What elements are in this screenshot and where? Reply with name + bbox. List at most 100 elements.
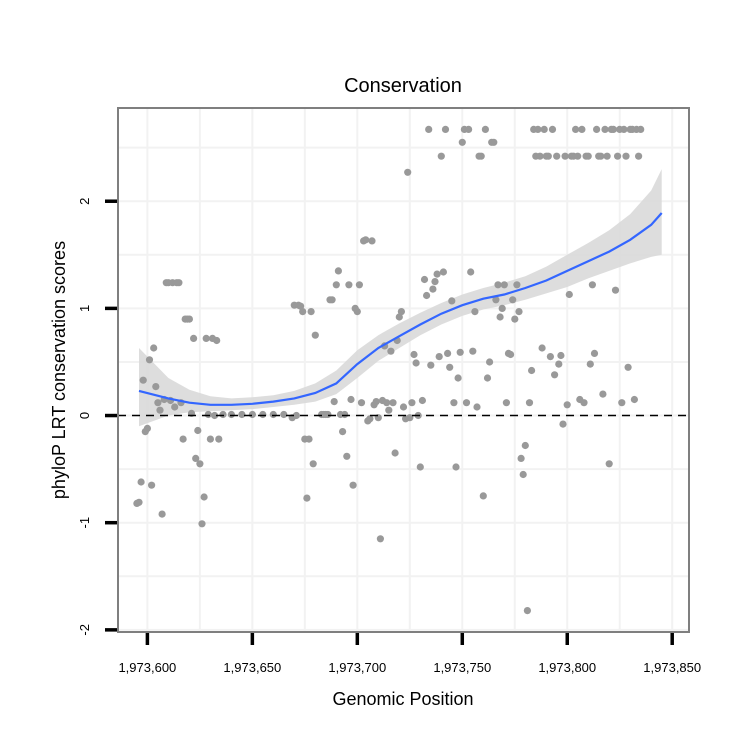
- data-point: [580, 399, 588, 407]
- data-point: [507, 350, 515, 359]
- y-tick-label: 1: [77, 305, 92, 312]
- data-point: [303, 494, 311, 502]
- y-tick-label: 2: [77, 198, 92, 205]
- data-point: [431, 278, 439, 286]
- data-point: [324, 410, 332, 419]
- data-point: [395, 313, 403, 321]
- data-point: [418, 396, 426, 405]
- data-point: [446, 363, 454, 371]
- data-point: [486, 358, 494, 366]
- x-axis-label: Genomic Position: [332, 689, 473, 709]
- confidence-band: [139, 169, 662, 427]
- data-point: [410, 350, 418, 359]
- data-point: [490, 138, 498, 146]
- data-point: [297, 302, 305, 310]
- data-point: [334, 267, 342, 275]
- data-point: [458, 138, 466, 146]
- data-point: [593, 125, 601, 133]
- data-point: [544, 152, 552, 160]
- data-point: [473, 403, 481, 411]
- data-point: [307, 308, 315, 316]
- data-point: [353, 308, 361, 316]
- data-point: [175, 279, 183, 287]
- data-point: [624, 363, 632, 371]
- data-point: [483, 374, 492, 382]
- data-point: [135, 498, 143, 506]
- data-point: [280, 410, 288, 419]
- y-tick-label: -2: [77, 624, 92, 636]
- data-point: [185, 315, 193, 323]
- x-tick-label: 1,973,750: [433, 660, 491, 675]
- data-point: [206, 435, 214, 443]
- data-point: [412, 359, 420, 367]
- data-point: [439, 268, 447, 276]
- data-point: [248, 410, 256, 419]
- data-point: [618, 399, 626, 407]
- data-point: [492, 296, 500, 304]
- data-point: [513, 281, 521, 289]
- data-point: [444, 349, 452, 357]
- data-point: [601, 125, 609, 133]
- data-point: [372, 398, 380, 406]
- data-point: [171, 403, 179, 411]
- axes: 1,973,600 1,973,650 1,973,700 1,973,750 1,97…: [77, 198, 701, 675]
- data-point: [609, 125, 618, 133]
- data-point: [605, 460, 613, 468]
- data-point: [387, 347, 395, 355]
- data-point: [143, 424, 151, 432]
- data-point: [311, 331, 319, 339]
- panel-border: [117, 107, 690, 633]
- data-point: [477, 152, 485, 160]
- data-point: [521, 441, 529, 450]
- data-point: [611, 286, 620, 294]
- data-point: [546, 353, 555, 361]
- data-point: [404, 168, 412, 176]
- data-point: [202, 334, 210, 342]
- data-point: [389, 399, 397, 407]
- data-point: [565, 290, 573, 299]
- data-point: [376, 535, 384, 543]
- data-point: [408, 399, 416, 407]
- x-tick-label: 1,973,600: [118, 660, 176, 675]
- data-point: [548, 125, 557, 133]
- data-point: [204, 410, 212, 419]
- data-point: [156, 406, 164, 414]
- data-point: [471, 308, 479, 316]
- data-point: [423, 291, 431, 300]
- data-point: [622, 152, 630, 160]
- data-point: [469, 347, 477, 355]
- plot-panel: [117, 107, 690, 633]
- data-point: [597, 152, 605, 160]
- data-point: [630, 395, 639, 404]
- data-point: [498, 304, 506, 312]
- data-point: [383, 399, 391, 407]
- y-tick-label: 0: [77, 412, 92, 419]
- data-point: [574, 152, 582, 160]
- data-point: [305, 435, 313, 443]
- data-point: [467, 268, 475, 276]
- data-point: [427, 361, 435, 369]
- data-point: [328, 296, 336, 304]
- data-point: [349, 481, 357, 489]
- data-point: [150, 344, 158, 352]
- data-point: [213, 336, 221, 345]
- y-tick-label: -1: [77, 517, 92, 529]
- data-point: [454, 374, 462, 382]
- data-point: [198, 520, 206, 528]
- data-point: [551, 371, 559, 379]
- data-point: [391, 449, 399, 457]
- data-point: [341, 410, 349, 419]
- data-point: [148, 481, 156, 489]
- data-point: [332, 281, 340, 289]
- data-point: [479, 492, 487, 500]
- data-point: [536, 152, 544, 160]
- data-point: [406, 414, 414, 422]
- data-point: [179, 435, 187, 443]
- data-point: [515, 308, 523, 316]
- data-point: [456, 348, 464, 356]
- data-point: [620, 125, 628, 133]
- data-point: [465, 125, 473, 133]
- data-point: [528, 366, 536, 375]
- gridlines: [118, 108, 689, 632]
- data-point: [385, 406, 393, 414]
